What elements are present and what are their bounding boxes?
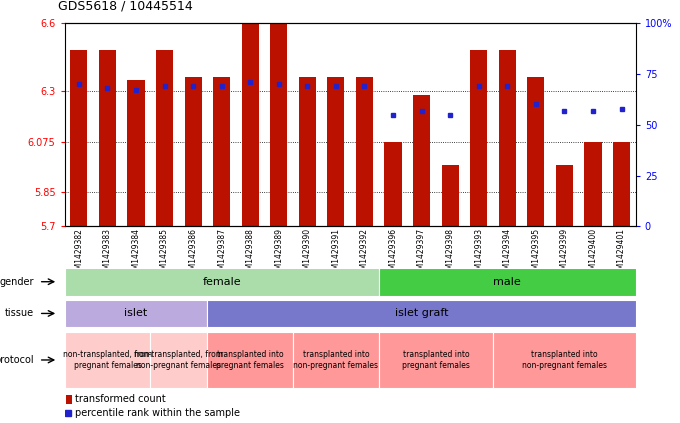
Bar: [127, 80, 145, 226]
Bar: [556, 165, 573, 226]
Text: transformed count: transformed count: [75, 394, 165, 404]
Bar: [379, 268, 636, 296]
Text: non-transplanted, from
pregnant females: non-transplanted, from pregnant females: [63, 350, 152, 370]
Bar: [207, 299, 636, 327]
Bar: [213, 77, 231, 226]
Bar: [613, 142, 630, 226]
Bar: [65, 332, 150, 388]
Bar: [299, 77, 316, 226]
Text: transplanted into
non-pregnant females: transplanted into non-pregnant females: [294, 350, 379, 370]
Bar: [65, 268, 379, 296]
Bar: [293, 332, 379, 388]
Bar: [99, 50, 116, 226]
Text: protocol: protocol: [0, 355, 33, 365]
Bar: [498, 50, 516, 226]
Bar: [441, 165, 459, 226]
Text: male: male: [494, 277, 521, 287]
Text: tissue: tissue: [5, 308, 33, 319]
Bar: [493, 332, 636, 388]
Text: gender: gender: [0, 277, 33, 287]
Bar: [241, 23, 259, 226]
Bar: [527, 77, 545, 226]
Bar: [327, 77, 345, 226]
Bar: [584, 142, 602, 226]
Text: female: female: [203, 277, 241, 287]
Text: non-transplanted, from
non-pregnant females: non-transplanted, from non-pregnant fema…: [134, 350, 224, 370]
Bar: [379, 332, 493, 388]
Bar: [150, 332, 207, 388]
Text: transplanted into
pregnant females: transplanted into pregnant females: [402, 350, 470, 370]
Text: percentile rank within the sample: percentile rank within the sample: [75, 409, 239, 418]
Bar: [184, 77, 202, 226]
Bar: [207, 332, 293, 388]
Text: islet: islet: [124, 308, 148, 319]
Bar: [70, 50, 88, 226]
Bar: [413, 96, 430, 226]
Text: GDS5618 / 10445514: GDS5618 / 10445514: [58, 0, 192, 13]
Bar: [270, 23, 288, 226]
Text: transplanted into
non-pregnant females: transplanted into non-pregnant females: [522, 350, 607, 370]
Bar: [356, 77, 373, 226]
Bar: [384, 142, 402, 226]
Bar: [470, 50, 488, 226]
Bar: [66, 395, 72, 404]
Text: transplanted into
pregnant females: transplanted into pregnant females: [216, 350, 284, 370]
Bar: [65, 299, 207, 327]
Text: islet graft: islet graft: [395, 308, 448, 319]
Bar: [156, 50, 173, 226]
